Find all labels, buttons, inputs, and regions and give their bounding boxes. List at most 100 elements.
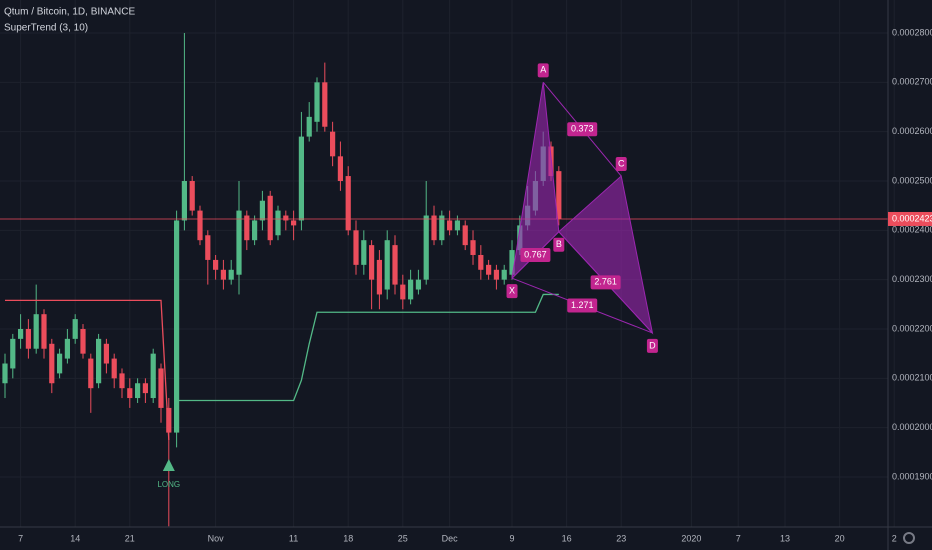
ratio-box bbox=[567, 298, 598, 313]
supertrend-line bbox=[176, 293, 559, 402]
candle-body bbox=[423, 215, 429, 280]
x-tick-label: Dec bbox=[442, 533, 459, 543]
settings-icon[interactable] bbox=[903, 532, 915, 544]
candle-body bbox=[197, 210, 203, 241]
candle-body bbox=[166, 407, 172, 433]
x-tick-label: 18 bbox=[343, 533, 353, 543]
axes: 7 14 21 Nov 11 18 25 Dec 9 16 23 2020 7 13 20 2 0.000190… bbox=[18, 27, 932, 543]
candle-body bbox=[174, 220, 180, 433]
x-tick-label: 13 bbox=[780, 533, 790, 543]
y-tick-label: 0.0002600 bbox=[892, 126, 932, 136]
candle-body bbox=[298, 136, 305, 221]
candle-body bbox=[291, 220, 297, 226]
candle-body bbox=[205, 235, 211, 260]
y-tick-label: 0.0002200 bbox=[892, 323, 932, 333]
x-tick-label: 2 bbox=[892, 533, 897, 543]
point-label: X bbox=[509, 286, 515, 296]
point-label: D bbox=[649, 340, 656, 350]
long-signal-label: LONG bbox=[157, 480, 180, 489]
candle-body bbox=[189, 180, 195, 211]
candle-body bbox=[17, 328, 24, 339]
candle-body bbox=[213, 259, 219, 270]
supertrend-line bbox=[4, 299, 170, 441]
ratio-box bbox=[520, 247, 551, 262]
candle-body bbox=[408, 279, 414, 300]
x-tick-label: 2020 bbox=[681, 533, 701, 543]
candle-body bbox=[322, 82, 328, 127]
candle-body bbox=[103, 343, 109, 364]
candle-body bbox=[283, 215, 289, 221]
point-box bbox=[615, 157, 627, 172]
candle-body bbox=[439, 215, 445, 241]
plot: LONG 0.373 0.767 2.761 1.271 X A B C D bbox=[0, 33, 888, 527]
candle-body bbox=[119, 373, 125, 389]
candle-body bbox=[330, 131, 336, 157]
candle-body bbox=[267, 195, 273, 241]
y-tick-label: 0.0002100 bbox=[892, 373, 932, 383]
candle-body bbox=[10, 338, 16, 369]
candle-body bbox=[392, 245, 398, 285]
candle-body bbox=[25, 328, 31, 349]
candle-body bbox=[454, 220, 461, 231]
ratio-label: 0.767 bbox=[524, 249, 547, 259]
candle-body bbox=[337, 156, 344, 181]
candle-body bbox=[41, 314, 47, 349]
candle-body bbox=[369, 245, 375, 280]
candle-body bbox=[80, 328, 86, 354]
x-tick-label: 16 bbox=[562, 533, 572, 543]
candle-body bbox=[252, 220, 258, 241]
candle-body bbox=[306, 116, 312, 137]
y-tick-label: 0.0002000 bbox=[892, 422, 932, 432]
candle-body bbox=[228, 269, 234, 280]
point-box bbox=[646, 338, 658, 353]
candle-body bbox=[2, 363, 8, 384]
candle-body bbox=[259, 200, 266, 221]
candle-body bbox=[478, 254, 484, 270]
candle-body bbox=[134, 383, 141, 399]
candle-body bbox=[158, 368, 164, 408]
point-box bbox=[537, 63, 549, 78]
y-tick-label: 0.0002700 bbox=[892, 77, 932, 87]
x-tick-label: 21 bbox=[125, 533, 135, 543]
candle-body bbox=[142, 383, 148, 394]
candle-body bbox=[33, 314, 39, 349]
candle-body bbox=[470, 240, 476, 255]
point-box bbox=[553, 237, 565, 252]
indicator-name: SuperTrend (3, 10) bbox=[4, 23, 88, 34]
candle-body bbox=[556, 171, 562, 219]
point-label: C bbox=[618, 158, 625, 168]
candle-body bbox=[361, 240, 367, 265]
candle-body bbox=[353, 230, 359, 265]
x-tick-label: 23 bbox=[616, 533, 626, 543]
x-tick-label: Nov bbox=[208, 533, 225, 543]
candle-body bbox=[431, 215, 437, 241]
candle-body bbox=[95, 338, 102, 384]
y-tick-label: 0.0002500 bbox=[892, 175, 932, 185]
candle-body bbox=[509, 250, 515, 275]
point-label: A bbox=[540, 65, 546, 75]
candle-body bbox=[501, 269, 507, 280]
candle-body bbox=[314, 82, 320, 122]
candle-body bbox=[72, 319, 78, 339]
x-tick-label: 11 bbox=[289, 533, 298, 543]
point-label: B bbox=[556, 239, 562, 249]
candle-body bbox=[111, 358, 117, 379]
x-tick-label: 7 bbox=[736, 533, 741, 543]
x-tick-label: 14 bbox=[70, 533, 80, 543]
candle-body bbox=[49, 343, 55, 384]
ratio-box bbox=[590, 275, 621, 290]
candle-body bbox=[400, 284, 406, 300]
point-box bbox=[506, 284, 518, 299]
candle-body bbox=[345, 176, 351, 231]
x-tick-label: 7 bbox=[18, 533, 23, 543]
y-tick-label: 0.0002400 bbox=[892, 225, 932, 235]
y-tick-label: 0.0002800 bbox=[892, 27, 932, 37]
candle-body bbox=[486, 264, 492, 275]
candle-body bbox=[150, 353, 156, 399]
candle-body bbox=[415, 279, 422, 290]
last-price-label: 0.0002423 bbox=[892, 213, 932, 223]
x-tick-label: 25 bbox=[398, 533, 408, 543]
candle-body bbox=[244, 215, 250, 241]
